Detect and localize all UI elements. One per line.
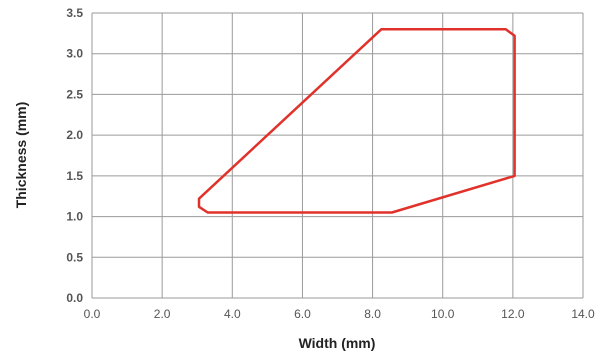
x-tick-label: 2.0 [154, 307, 171, 321]
y-tick-label: 3.5 [66, 6, 83, 20]
x-tick-label: 8.0 [364, 307, 381, 321]
x-tick-label: 4.0 [224, 307, 241, 321]
y-axis-title: Thickness (mm) [13, 102, 29, 209]
y-tick-label: 1.5 [66, 169, 83, 183]
y-tick-label: 2.0 [66, 128, 83, 142]
y-tick-labels: 0.0 0.5 1.0 1.5 2.0 2.5 3.0 3.5 [66, 6, 83, 305]
y-tick-label: 0.0 [66, 291, 83, 305]
y-tick-label: 0.5 [66, 250, 83, 264]
series-outline [197, 28, 516, 214]
x-tick-label: 12.0 [501, 307, 525, 321]
x-tick-labels: 0.0 2.0 4.0 6.0 8.0 10.0 12.0 14.0 [84, 307, 595, 321]
x-tick-label: 10.0 [431, 307, 455, 321]
y-tick-label: 2.5 [66, 87, 83, 101]
y-tick-label: 1.0 [66, 210, 83, 224]
x-tick-label: 0.0 [84, 307, 101, 321]
grid [91, 12, 584, 299]
x-tick-label: 6.0 [294, 307, 311, 321]
series-layer [197, 28, 516, 214]
y-tick-label: 3.0 [66, 47, 83, 61]
x-axis-title: Width (mm) [299, 335, 376, 351]
x-tick-label: 14.0 [571, 307, 595, 321]
